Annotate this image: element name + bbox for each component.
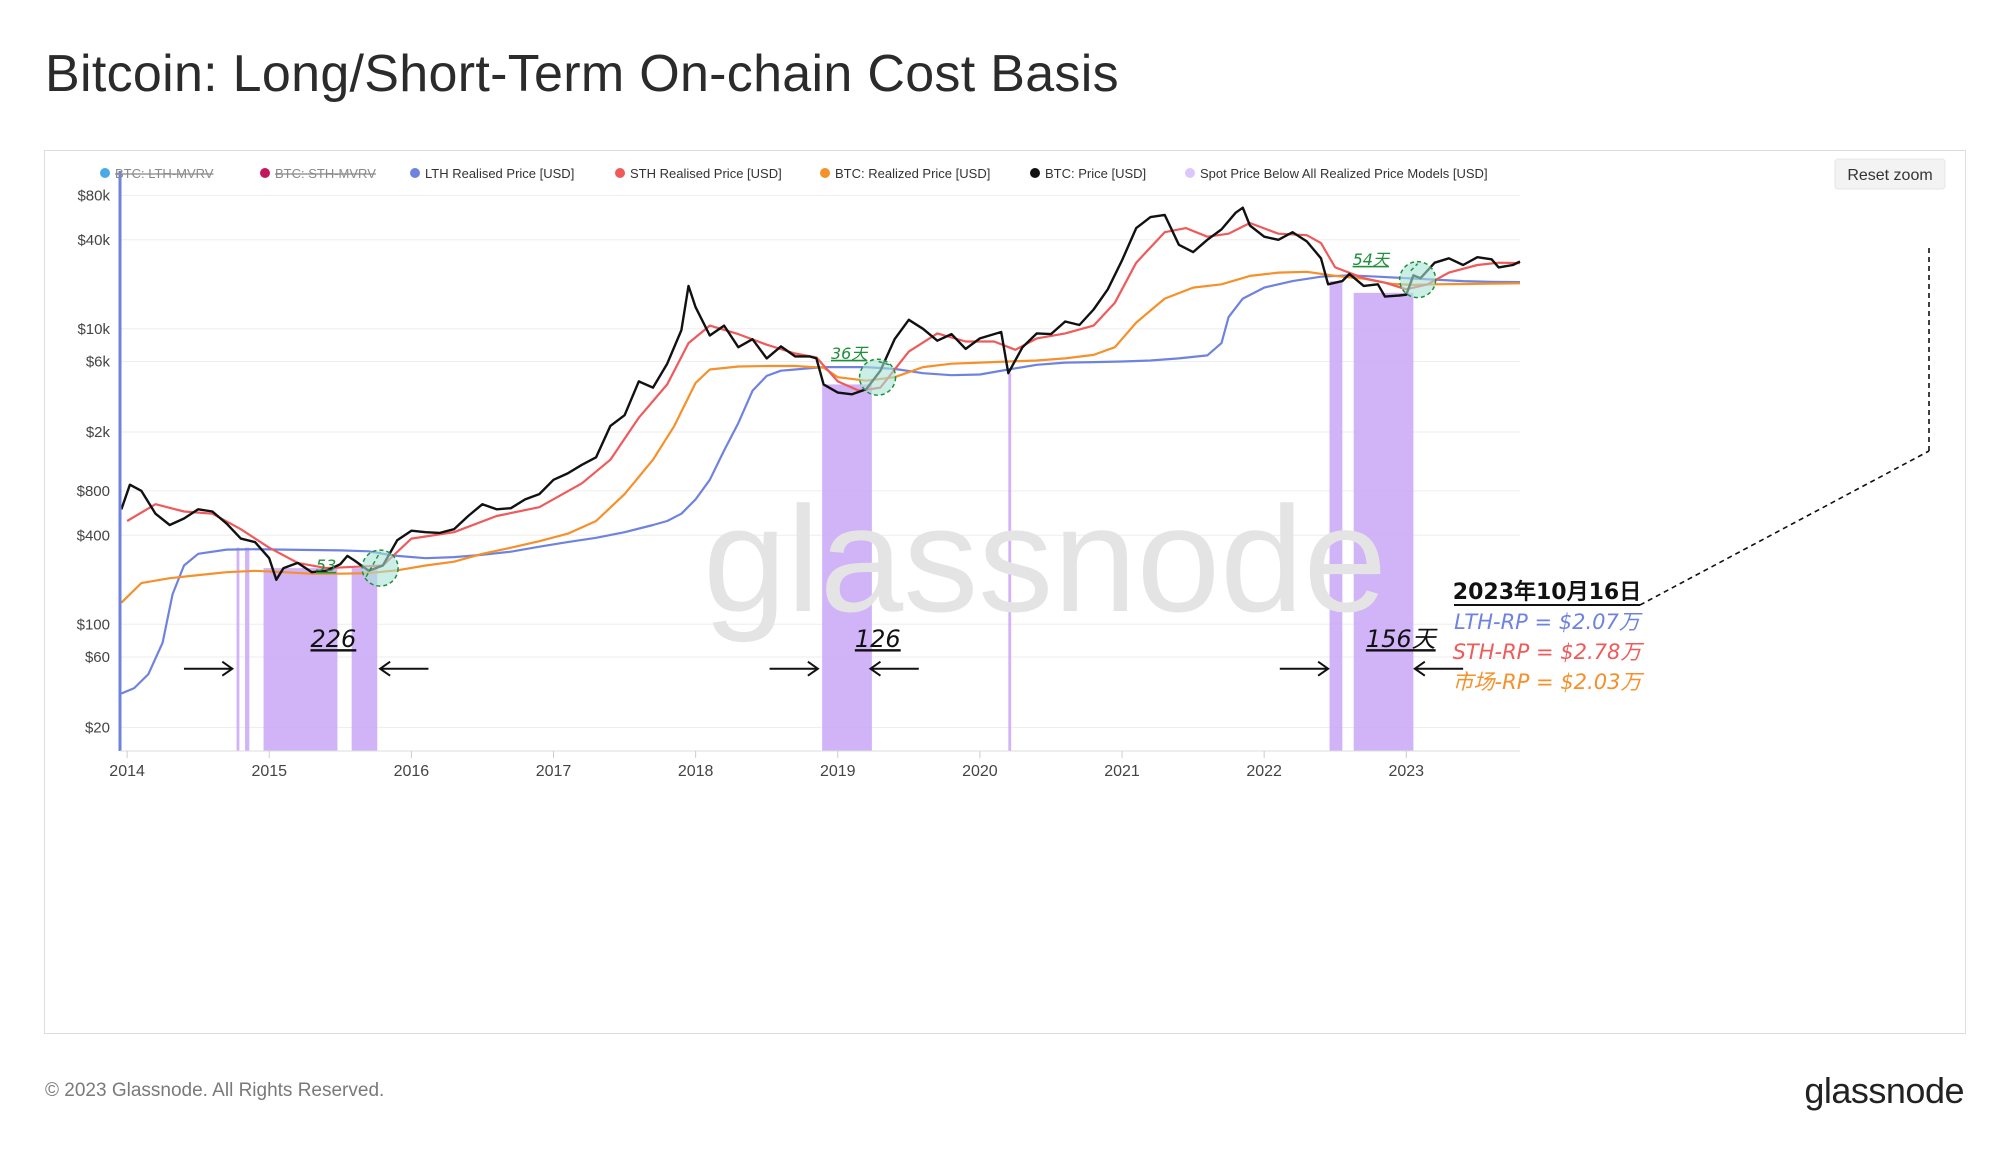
footer-copyright: © 2023 Glassnode. All Rights Reserved. xyxy=(45,1080,385,1101)
x-tick-label: 2020 xyxy=(962,763,998,780)
legend-item[interactable]: Spot Price Below All Realized Price Mode… xyxy=(1185,166,1488,181)
x-tick-label: 2014 xyxy=(109,763,145,780)
green-leader-line xyxy=(877,360,890,366)
band-layer xyxy=(236,281,1414,751)
y-tick-label: $6k xyxy=(86,354,111,371)
legend-item[interactable]: LTH Realised Price [USD] xyxy=(410,166,574,181)
reset-zoom-button[interactable]: Reset zoom xyxy=(1834,158,1946,190)
x-tick-label: 2021 xyxy=(1104,763,1140,780)
green-label: 53 xyxy=(316,556,336,575)
reset-zoom-label: Reset zoom xyxy=(1847,167,1932,184)
y-tick-label: $20 xyxy=(85,720,110,737)
arrow-right-icon xyxy=(221,660,235,677)
cycle-duration-label: 126 xyxy=(855,625,901,653)
axis-layer: $80k $40k $10k $6k $2k $800 $400 $100 $60 $20 2014… xyxy=(77,171,1520,780)
arrow-left-icon xyxy=(1413,660,1426,677)
watermark: glassnode xyxy=(703,475,1387,643)
arrow-left-icon xyxy=(378,660,391,677)
legend-marker-icon xyxy=(820,168,830,178)
legend: BTC: LTH-MVRV BTC: STH-MVRV LTH Realised P… xyxy=(100,166,1488,181)
legend-item[interactable]: BTC: Price [USD] xyxy=(1030,166,1146,181)
legend-marker-icon xyxy=(100,168,110,178)
legend-label: BTC: LTH-MVRV xyxy=(115,166,214,181)
legend-label: BTC: STH-MVRV xyxy=(275,166,376,181)
spot-below-band xyxy=(1329,281,1343,751)
annotation-layer: 53 36天 54天 226 126 156天 xyxy=(183,250,1464,677)
green-leader-line xyxy=(1410,263,1419,272)
spot-below-band xyxy=(1008,373,1012,751)
y-tick-label: $80k xyxy=(77,187,110,204)
legend-marker-icon xyxy=(260,168,270,178)
legend-label: Spot Price Below All Realized Price Mode… xyxy=(1200,166,1488,181)
grid-layer xyxy=(120,194,1520,729)
chart-container: glassnode $80k $40k $10k $6k $2k $800 $400 $100… xyxy=(44,150,1966,1034)
y-tick-label: $10k xyxy=(77,321,110,338)
spot-below-band xyxy=(822,384,872,751)
x-tick-label: 2022 xyxy=(1246,763,1282,780)
value-callout: 2023年10月16日 LTH-RP = $2.07万 STH-RP = $2.… xyxy=(1453,246,1930,694)
x-tick-label: 2015 xyxy=(251,763,287,780)
x-tick-label: 2017 xyxy=(536,763,572,780)
y-tick-label: $400 xyxy=(77,527,110,544)
y-tick-label: $2k xyxy=(86,424,111,441)
legend-marker-icon xyxy=(1185,168,1195,178)
y-tick-label: $100 xyxy=(77,616,110,633)
legend-label: LTH Realised Price [USD] xyxy=(425,166,574,181)
crossover-circle xyxy=(361,549,399,587)
legend-item[interactable]: BTC: LTH-MVRV xyxy=(100,166,214,181)
legend-marker-icon xyxy=(410,168,420,178)
green-label: 36天 xyxy=(831,344,869,363)
callout-date: 2023年10月16日 xyxy=(1453,579,1641,605)
page-title: Bitcoin: Long/Short-Term On-chain Cost B… xyxy=(45,45,1119,103)
y-tick-label: $800 xyxy=(77,483,110,500)
spot-below-band xyxy=(245,547,250,751)
legend-label: BTC: Realized Price [USD] xyxy=(835,166,990,181)
legend-marker-icon xyxy=(615,168,625,178)
legend-label: STH Realised Price [USD] xyxy=(630,166,782,181)
arrow-left-icon xyxy=(868,660,882,677)
arrow-right-icon xyxy=(1317,660,1330,677)
crossover-circle xyxy=(1398,260,1437,299)
legend-label: BTC: Price [USD] xyxy=(1045,166,1146,181)
spot-below-band xyxy=(263,568,338,751)
series-line-lth-realised-price-usd xyxy=(120,274,1521,695)
y-tick-label: $40k xyxy=(77,232,110,249)
legend-item[interactable]: BTC: Realized Price [USD] xyxy=(820,166,990,181)
x-tick-label: 2018 xyxy=(678,763,714,780)
callout-lth-rp: LTH-RP = $2.07万 xyxy=(1454,610,1643,634)
green-label: 54天 xyxy=(1353,250,1391,269)
arrow-right-icon xyxy=(807,660,820,677)
x-tick-label: 2023 xyxy=(1388,763,1424,780)
callout-sth-rp: STH-RP = $2.78万 xyxy=(1453,640,1645,664)
glassnode-logo[interactable]: glassnode xyxy=(1804,1070,1964,1111)
spot-below-band xyxy=(351,568,378,751)
spot-below-band xyxy=(236,547,240,751)
cycle-duration-label: 226 xyxy=(310,625,356,653)
series-line-btc-price-usd xyxy=(120,206,1521,581)
chart-svg[interactable]: glassnode $80k $40k $10k $6k $2k $800 $400 $100… xyxy=(45,151,1965,1033)
x-tick-label: 2016 xyxy=(394,763,430,780)
spot-below-band xyxy=(1353,292,1414,751)
green-leader-line xyxy=(365,551,381,578)
legend-marker-icon xyxy=(1030,168,1040,178)
cycle-duration-label: 156天 xyxy=(1366,625,1439,653)
legend-item[interactable]: STH Realised Price [USD] xyxy=(615,166,782,181)
x-tick-label: 2019 xyxy=(820,763,856,780)
callout-market-rp: 市场-RP = $2.03万 xyxy=(1453,670,1645,694)
crossover-circle xyxy=(858,358,897,396)
series-line-btc-realized-price-usd xyxy=(120,270,1521,604)
y-tick-label: $60 xyxy=(85,649,110,666)
legend-item[interactable]: BTC: STH-MVRV xyxy=(260,166,376,181)
